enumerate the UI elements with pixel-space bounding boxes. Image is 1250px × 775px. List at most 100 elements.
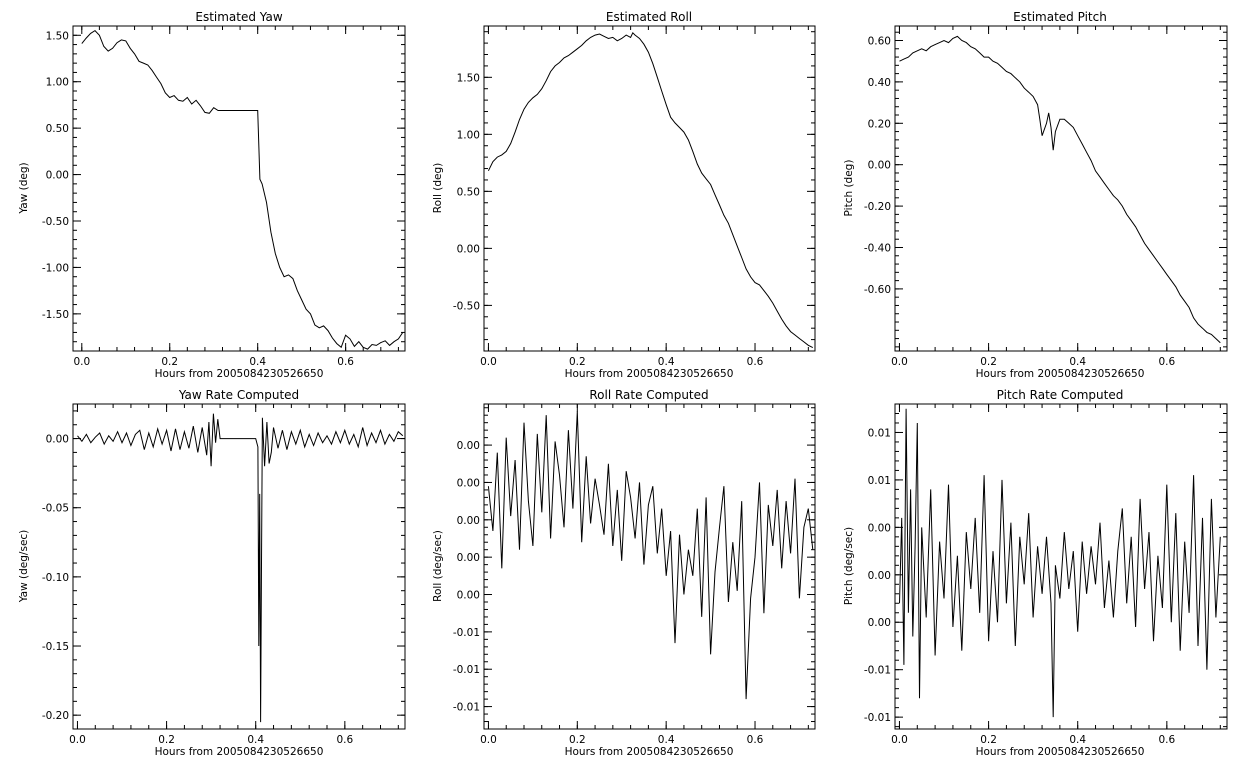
- x-tick-label: 0.2: [569, 734, 586, 746]
- y-tick-label: -0.01: [453, 664, 480, 676]
- y-tick-label: -0.01: [864, 665, 891, 677]
- series-line: [899, 408, 1221, 718]
- series-line: [899, 35, 1221, 344]
- y-axis-label: Yaw (deg/sec): [18, 530, 30, 604]
- x-tick-label: 0.2: [980, 734, 997, 746]
- x-tick-label: 0.6: [336, 734, 353, 746]
- x-tick-label: 0.2: [161, 356, 178, 368]
- y-tick-label: -0.01: [453, 627, 480, 639]
- y-tick-label: 0.00: [868, 617, 891, 629]
- y-tick-label: 0.00: [457, 477, 480, 489]
- y-tick-label: -0.50: [42, 216, 69, 228]
- y-tick-label: 0.50: [46, 123, 69, 135]
- plot-frame: [894, 403, 1228, 730]
- x-axis-label: Hours from 2005084230526650: [565, 746, 734, 758]
- plot-frame: [72, 403, 406, 730]
- y-tick-label: 0.00: [457, 590, 480, 602]
- x-tick-label: 0.2: [980, 356, 997, 368]
- y-tick-label: -0.10: [42, 572, 69, 584]
- y-tick-label: 0.20: [868, 118, 891, 130]
- x-tick-label: 0.0: [480, 356, 497, 368]
- plot-frame: [72, 25, 406, 352]
- y-axis-label: Roll (deg/sec): [432, 530, 444, 602]
- x-axis-label: Hours from 2005084230526650: [155, 368, 324, 380]
- panel-yaw-rate: Yaw Rate Computed Hours from 20050842305…: [18, 388, 406, 758]
- y-tick-label: 0.60: [868, 35, 891, 47]
- y-axis-label: Pitch (deg/sec): [843, 527, 855, 605]
- y-tick-label: 0.01: [868, 427, 891, 439]
- y-tick-label: -0.05: [42, 503, 69, 515]
- y-tick-label: 0.00: [457, 440, 480, 452]
- panel-estimated-pitch: Estimated Pitch Hours from 2005084230526…: [843, 10, 1228, 380]
- chart-title: Estimated Yaw: [195, 10, 282, 24]
- x-tick-label: 0.6: [747, 734, 764, 746]
- x-axis-label: Hours from 2005084230526650: [565, 368, 734, 380]
- y-tick-label: -1.00: [42, 262, 69, 274]
- x-tick-label: 0.4: [658, 356, 675, 368]
- x-tick-label: 0.0: [69, 734, 86, 746]
- x-tick-label: 0.0: [73, 356, 90, 368]
- plot-frame: [483, 403, 816, 730]
- x-tick-label: 0.0: [891, 734, 908, 746]
- y-axis-label: Pitch (deg): [843, 160, 855, 217]
- series-line: [487, 31, 814, 349]
- x-tick-label: 0.4: [1069, 734, 1086, 746]
- y-tick-label: -0.01: [864, 712, 891, 724]
- panel-estimated-yaw: Estimated Yaw Hours from 200508423052665…: [18, 10, 406, 380]
- x-tick-label: 0.6: [337, 356, 354, 368]
- x-tick-label: 0.4: [249, 356, 266, 368]
- y-tick-label: 1.00: [46, 77, 69, 89]
- y-tick-label: -0.20: [42, 710, 69, 722]
- panel-pitch-rate: Pitch Rate Computed Hours from 200508423…: [843, 388, 1228, 758]
- y-tick-label: -0.01: [453, 702, 480, 714]
- x-axis-label: Hours from 2005084230526650: [155, 746, 324, 758]
- x-tick-label: 0.6: [1158, 734, 1175, 746]
- y-tick-label: 0.40: [868, 77, 891, 89]
- y-tick-label: 0.00: [457, 515, 480, 527]
- x-tick-label: 0.2: [569, 356, 586, 368]
- chart-title: Pitch Rate Computed: [997, 388, 1124, 402]
- y-tick-label: 0.00: [457, 243, 480, 255]
- y-tick-label: 0.00: [46, 434, 69, 446]
- y-axis-label: Roll (deg): [432, 163, 444, 213]
- y-axis-label: Yaw (deg): [18, 162, 30, 214]
- series-line: [77, 413, 404, 723]
- x-tick-label: 0.4: [658, 734, 675, 746]
- y-tick-label: -0.15: [42, 641, 69, 653]
- chart-title: Estimated Roll: [606, 10, 692, 24]
- x-tick-label: 0.0: [891, 356, 908, 368]
- y-tick-label: -1.50: [42, 309, 69, 321]
- chart-title: Estimated Pitch: [1013, 10, 1107, 24]
- chart-title: Yaw Rate Computed: [178, 388, 299, 402]
- panel-roll-rate: Roll Rate Computed Hours from 2005084230…: [432, 388, 816, 758]
- x-tick-label: 0.6: [1158, 356, 1175, 368]
- y-tick-label: -0.20: [864, 201, 891, 213]
- y-tick-label: 0.50: [457, 186, 480, 198]
- y-tick-label: -0.40: [864, 242, 891, 254]
- chart-title: Roll Rate Computed: [589, 388, 708, 402]
- y-tick-label: 0.01: [868, 475, 891, 487]
- y-tick-label: 1.50: [46, 30, 69, 42]
- y-tick-label: 0.00: [457, 552, 480, 564]
- y-tick-label: 0.00: [868, 160, 891, 172]
- plot-frame: [894, 25, 1228, 352]
- y-tick-label: 1.50: [457, 72, 480, 84]
- panel-estimated-roll: Estimated Roll Hours from 20050842305266…: [432, 10, 816, 380]
- series-line: [81, 29, 404, 350]
- plot-frame: [483, 25, 816, 352]
- x-axis-label: Hours from 2005084230526650: [976, 368, 1145, 380]
- y-tick-label: 0.00: [868, 522, 891, 534]
- series-line: [487, 411, 814, 700]
- y-tick-label: 0.00: [868, 570, 891, 582]
- x-tick-label: 0.4: [247, 734, 264, 746]
- x-axis-label: Hours from 2005084230526650: [976, 746, 1145, 758]
- y-tick-label: -0.60: [864, 284, 891, 296]
- x-tick-label: 0.6: [747, 356, 764, 368]
- y-tick-label: -0.50: [453, 300, 480, 312]
- x-tick-label: 0.0: [480, 734, 497, 746]
- y-tick-label: 0.00: [46, 170, 69, 182]
- x-tick-label: 0.4: [1069, 356, 1086, 368]
- x-tick-label: 0.2: [158, 734, 175, 746]
- y-tick-label: 1.00: [457, 129, 480, 141]
